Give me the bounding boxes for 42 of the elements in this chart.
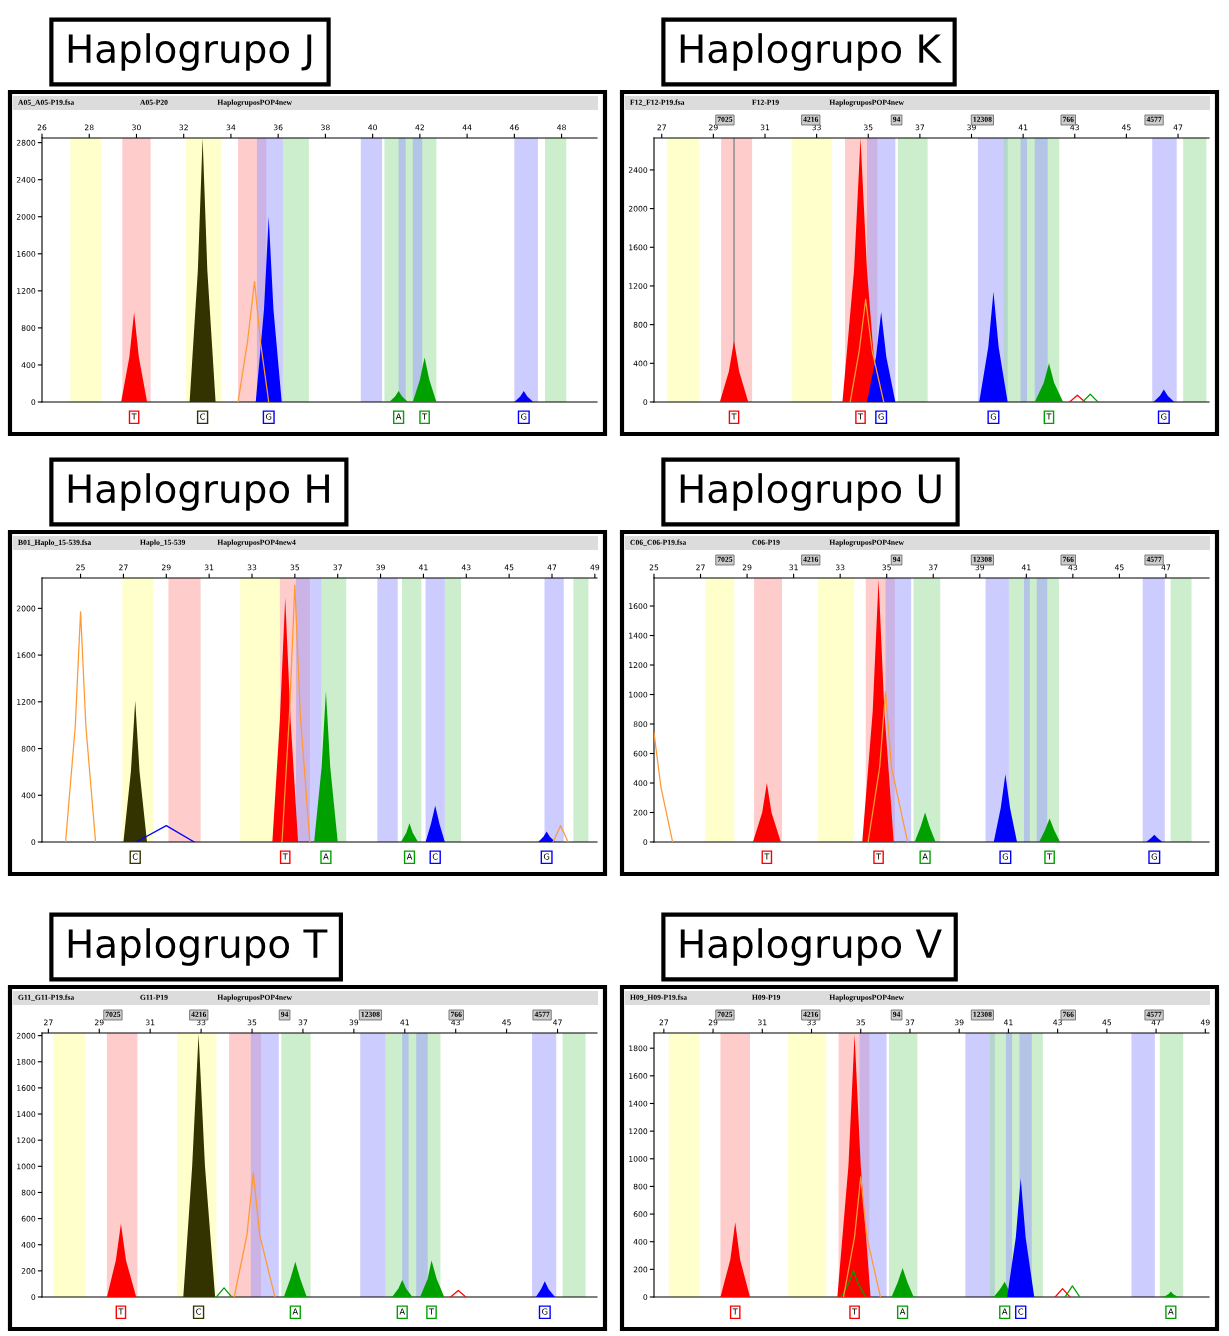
annotation: T (875, 853, 882, 860)
annotation: G (265, 413, 272, 420)
annotation: C (200, 413, 206, 420)
annotation: A (323, 853, 329, 860)
annotation: A (399, 1308, 406, 1315)
annotation: G (990, 413, 996, 420)
annotation: T (428, 1308, 435, 1315)
annotation: T (857, 413, 864, 420)
chart-title: Haplogrupo T (68, 928, 328, 966)
annotation: T (731, 413, 737, 420)
annotation: T (732, 1308, 738, 1315)
annotation: C (196, 1308, 202, 1315)
annotation: A (922, 853, 928, 860)
chart-title: Haplogrupo H (68, 473, 329, 511)
annotation: G (1002, 853, 1008, 860)
annotation: T (1047, 853, 1053, 860)
annotation: T (422, 413, 428, 420)
annotation: T (764, 853, 770, 860)
annotation: T (852, 1308, 858, 1315)
annotation: A (292, 1308, 299, 1315)
annotation: A (395, 413, 402, 420)
annotation: G (543, 853, 550, 860)
annotation: G (1161, 413, 1167, 420)
annotation: A (1168, 1308, 1174, 1315)
annotation: G (1151, 853, 1157, 860)
annotation: A (899, 1308, 906, 1315)
annotation: A (1001, 1308, 1008, 1315)
annotation: C (432, 853, 438, 860)
annotation: T (131, 413, 137, 420)
annotation: C (132, 853, 138, 860)
annotation: T (118, 1308, 124, 1315)
chart-title: Haplogrupo U (680, 473, 941, 511)
annotation: C (1018, 1308, 1024, 1315)
annotation: G (521, 413, 527, 420)
annotation: G (542, 1308, 548, 1315)
chart-title: Haplogrupo V (680, 928, 942, 966)
annotation: T (1046, 413, 1052, 420)
annotation: T (282, 853, 288, 860)
annotation: A (406, 853, 413, 860)
chart-title: Haplogrupo K (680, 33, 942, 71)
annotation: G (878, 413, 884, 420)
chart-title: Haplogrupo J (68, 33, 312, 71)
